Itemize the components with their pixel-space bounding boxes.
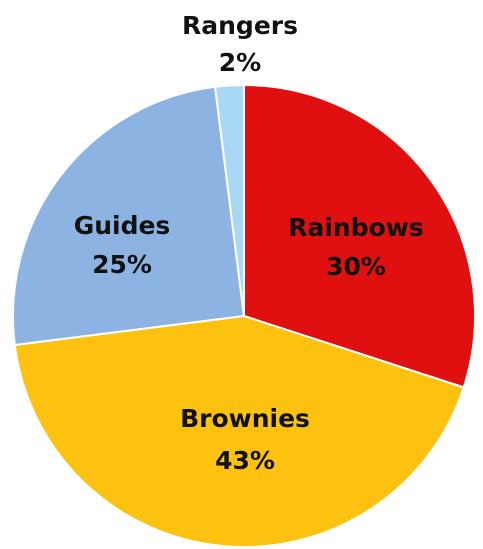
pie-labels: Rainbows 30% Brownies 43% Guides 25% Rangers 2% [74, 11, 424, 475]
pie-slice-guides [12, 85, 245, 346]
slice-label-rangers: Rangers [182, 11, 298, 40]
slice-value-rangers: 2% [219, 48, 261, 77]
pie-slice-brownies [13, 315, 465, 548]
slice-label-guides: Guides [74, 211, 171, 240]
pie-slice-rangers [214, 84, 245, 317]
slice-value-rainbows: 30% [326, 252, 386, 281]
pie-slices [12, 84, 476, 548]
slice-value-brownies: 43% [215, 446, 275, 475]
pie-slice-rainbows [243, 84, 476, 389]
slice-value-guides: 25% [92, 250, 152, 279]
slice-label-brownies: Brownies [180, 404, 310, 433]
slice-label-rainbows: Rainbows [288, 213, 424, 242]
